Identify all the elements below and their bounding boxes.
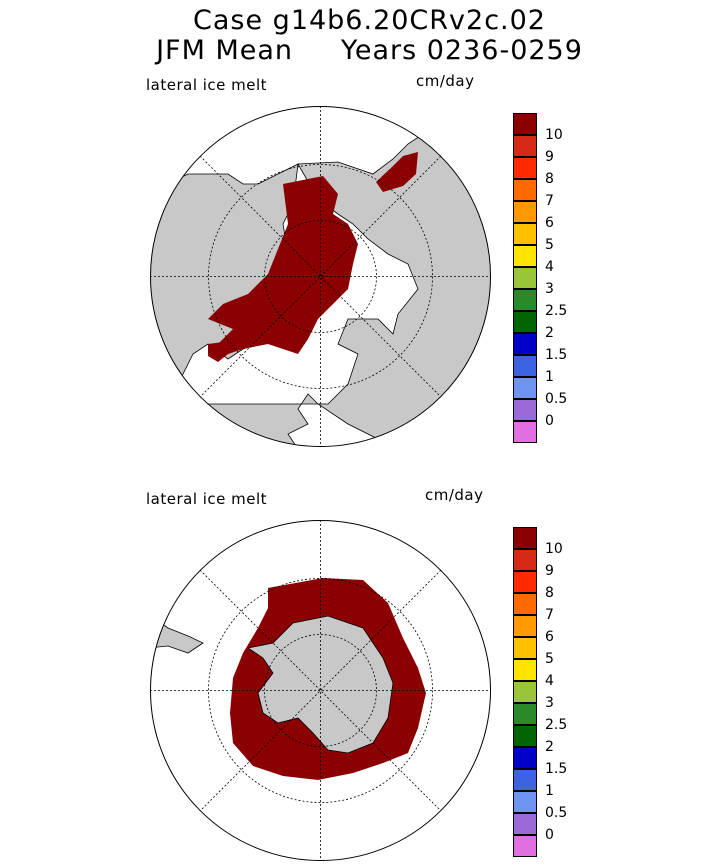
colorbar-swatch [513,593,537,615]
figure-title-line1: Case g14b6.20CRv2c.02 [193,5,546,36]
north-polar-map [150,106,491,447]
colorbar-tick-label: 0 [545,413,554,429]
panel-north-label: lateral ice melt [146,76,268,94]
colorbar-tick-label: 9 [545,563,554,579]
colorbar-tick-label: 0 [545,827,554,843]
colorbar-tick-label: 2.5 [545,717,568,733]
colorbar-swatch [513,179,537,201]
panel-south-unit: cm/day [425,486,484,504]
sea-ice-arctic [208,176,358,354]
panel-north-unit: cm/day [416,72,475,90]
colorbar-tick-label: 2.5 [545,303,568,319]
colorbar-north: 10 9 8 7 6 5 4 3 2.5 2 1.5 1 0.5 0 [513,113,567,443]
colorbar-tick-label: 1 [545,783,554,799]
colorbar-tick-label: 6 [545,215,554,231]
colorbar-swatch [513,311,537,333]
colorbar-swatch [513,333,537,355]
colorbar-tick-label: 2 [545,739,554,755]
colorbar-swatch [513,399,537,421]
figure-title-line2: JFM Mean Years 0236-0259 [156,35,583,66]
colorbar-tick-label: 1.5 [545,761,568,777]
colorbar-swatch [513,769,537,791]
colorbar-swatch [513,201,537,223]
colorbar-swatch [513,421,537,443]
colorbar-swatch [513,289,537,311]
colorbar-swatch [513,377,537,399]
colorbar-tick-label: 8 [545,171,554,187]
colorbar-swatch [513,223,537,245]
colorbar-tick-label: 2 [545,325,554,341]
colorbar-tick-label: 1.5 [545,347,568,363]
colorbar-swatch [513,659,537,681]
sea-ice-hudson [208,342,228,362]
colorbar-tick-label: 7 [545,193,554,209]
colorbar-tick-label: 5 [545,651,554,667]
colorbar-tick-label: 5 [545,237,554,253]
colorbar-swatch [513,157,537,179]
colorbar-swatch [513,835,537,857]
colorbar-swatch [513,549,537,571]
colorbar-swatch [513,681,537,703]
colorbar-tick-label: 4 [545,259,554,275]
colorbar-swatch [513,527,537,549]
colorbar-swatch [513,267,537,289]
colorbar-swatch [513,245,537,267]
colorbar-tick-label: 3 [545,281,554,297]
colorbar-south: 10 9 8 7 6 5 4 3 2.5 2 1.5 1 0.5 0 [513,527,567,857]
sea-ice-okhotsk [376,152,418,192]
colorbar-tick-label: 10 [545,541,563,557]
colorbar-swatch [513,637,537,659]
colorbar-swatch [513,703,537,725]
colorbar-swatch [513,725,537,747]
colorbar-swatch [513,113,537,135]
south-polar-map [150,520,491,861]
colorbar-tick-label: 1 [545,369,554,385]
colorbar-swatch [513,355,537,377]
colorbar-swatch [513,615,537,637]
colorbar-tick-label: 0.5 [545,391,568,407]
panel-south-label: lateral ice melt [146,490,268,508]
colorbar-tick-label: 0.5 [545,805,568,821]
colorbar-swatch [513,571,537,593]
colorbar-tick-label: 9 [545,149,554,165]
colorbar-tick-label: 10 [545,127,563,143]
colorbar-swatch [513,747,537,769]
colorbar-swatch [513,813,537,835]
colorbar-tick-label: 8 [545,585,554,601]
colorbar-tick-label: 4 [545,673,554,689]
colorbar-tick-label: 6 [545,629,554,645]
colorbar-swatch [513,791,537,813]
colorbar-tick-label: 7 [545,607,554,623]
colorbar-tick-label: 3 [545,695,554,711]
colorbar-swatch [513,135,537,157]
